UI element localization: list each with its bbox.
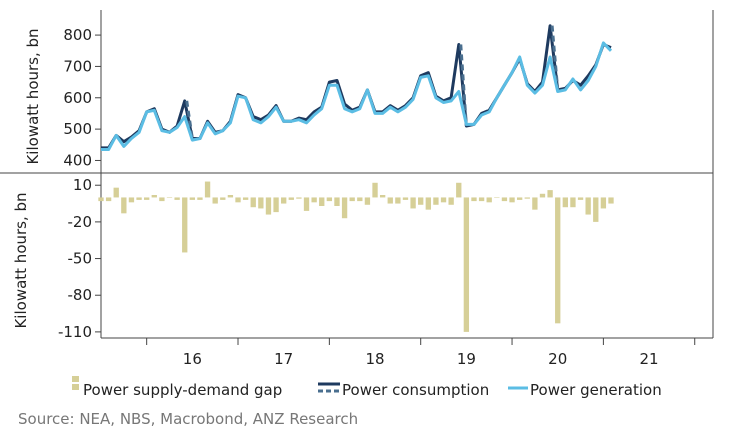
- gap-bar: [273, 197, 279, 213]
- gap-bar: [509, 197, 515, 203]
- gap-bar: [418, 197, 424, 205]
- gap-bar: [319, 197, 325, 206]
- gap-bar: [524, 197, 530, 199]
- legend-swatch-gap: [72, 384, 79, 390]
- legend-label-consumption: Power consumption: [342, 381, 489, 399]
- gap-bar: [608, 197, 614, 204]
- y-tick-label-bottom: -110: [58, 323, 92, 341]
- y-tick-label-top: 600: [63, 89, 92, 107]
- x-tick-label: 18: [365, 350, 384, 368]
- y-tick-label-bottom: -20: [68, 213, 93, 231]
- gap-bar: [242, 197, 249, 200]
- gap-bar: [303, 197, 310, 211]
- y-tick-label-top: 500: [63, 120, 92, 138]
- consumption-dashed-segment: [550, 25, 560, 91]
- gap-bar: [144, 197, 150, 200]
- gap-bar: [395, 197, 401, 204]
- gap-bar: [357, 197, 363, 202]
- gap-bar: [456, 182, 462, 198]
- gap-bar: [402, 197, 409, 200]
- gap-bar: [128, 197, 135, 203]
- gap-bar: [159, 197, 165, 202]
- gap-bar: [410, 197, 416, 209]
- y-axis-title-bottom: Kilowatt hours, bn: [12, 192, 30, 328]
- gap-bar: [448, 197, 454, 205]
- gap-bar: [532, 197, 538, 210]
- gap-bar: [349, 197, 355, 202]
- gap-bar: [98, 197, 104, 202]
- consumption-dashed-segment: [185, 100, 194, 139]
- gap-bar: [235, 197, 241, 203]
- gap-bar: [250, 197, 256, 208]
- gap-bar: [387, 197, 393, 204]
- series-line-generation: [101, 41, 613, 151]
- gap-bar: [334, 197, 340, 206]
- gap-bar: [516, 197, 523, 200]
- legend-label-generation: Power generation: [530, 381, 662, 399]
- y-tick-label-top: 400: [63, 151, 92, 169]
- gap-bar: [105, 197, 112, 202]
- legend-label-gap: Power supply-demand gap: [83, 381, 282, 399]
- gap-bar: [372, 182, 378, 198]
- gap-bar: [577, 197, 584, 200]
- gap-bar: [562, 197, 568, 208]
- consumption-dashed-segment: [459, 44, 468, 127]
- gap-bar: [189, 197, 196, 200]
- series-line-consumption: [101, 24, 612, 150]
- y-axis-title-top: Kilowatt hours, bn: [24, 28, 42, 164]
- gap-bar: [555, 197, 561, 324]
- gap-bar: [463, 197, 470, 332]
- gap-bar: [326, 197, 333, 202]
- gap-bar: [570, 197, 576, 208]
- gap-bar: [585, 197, 591, 215]
- gap-bar: [182, 197, 188, 253]
- gap-bar: [151, 195, 157, 198]
- gap-bar: [425, 197, 431, 210]
- gap-bar: [547, 190, 553, 198]
- x-tick-label: 17: [274, 350, 293, 368]
- gap-bar: [478, 197, 485, 202]
- gap-bar: [265, 197, 272, 215]
- y-tick-label-bottom: -50: [68, 250, 93, 268]
- gap-bar: [288, 197, 294, 200]
- gap-bar: [539, 193, 546, 198]
- gap-bar: [174, 197, 180, 200]
- gap-bar: [433, 197, 439, 205]
- gap-bar: [600, 197, 607, 209]
- gap-bar: [593, 197, 599, 222]
- gap-bar: [494, 197, 500, 198]
- gap-bar: [113, 187, 119, 198]
- gap-bar: [281, 197, 287, 204]
- gap-bar: [296, 197, 302, 199]
- x-tick-label: 19: [457, 350, 476, 368]
- gap-bar: [212, 197, 218, 204]
- y-tick-label-top: 800: [63, 26, 92, 44]
- gap-bar: [121, 197, 127, 214]
- gap-bar: [364, 197, 371, 205]
- gap-bar: [197, 197, 203, 200]
- gap-bar: [440, 197, 447, 203]
- gap-bar: [136, 197, 142, 200]
- x-tick-label: 21: [640, 350, 659, 368]
- source-note: Source: NEA, NBS, Macrobond, ANZ Researc…: [18, 410, 359, 428]
- gap-bar: [220, 197, 226, 200]
- gap-bar: [486, 197, 492, 203]
- gap-bar: [227, 195, 234, 198]
- x-tick-label: 16: [183, 350, 202, 368]
- legend-swatch-gap: [72, 376, 79, 382]
- gap-bar: [311, 197, 317, 203]
- gap-bar: [204, 181, 211, 198]
- gap-bar: [166, 197, 173, 198]
- x-tick-label: 20: [548, 350, 567, 368]
- gap-bar: [258, 197, 264, 209]
- gap-bar: [379, 195, 386, 198]
- gap-bar: [501, 197, 508, 202]
- gap-bar: [471, 197, 477, 202]
- y-tick-label-bottom: 10: [73, 176, 92, 194]
- y-tick-label-top: 700: [63, 57, 92, 75]
- gap-bar: [341, 197, 348, 219]
- y-tick-label-bottom: -80: [68, 286, 93, 304]
